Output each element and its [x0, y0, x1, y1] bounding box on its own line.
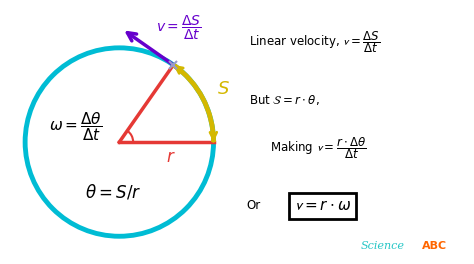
Text: Making $\mathcal{v} = \dfrac{r \cdot \Delta\theta}{\Delta t}$: Making $\mathcal{v} = \dfrac{r \cdot \De…: [270, 135, 366, 161]
Text: ABC: ABC: [422, 241, 447, 251]
Text: Science: Science: [360, 241, 404, 251]
Text: $\omega=\dfrac{\Delta\theta}{\Delta t}$: $\omega=\dfrac{\Delta\theta}{\Delta t}$: [49, 111, 102, 143]
Text: $S$: $S$: [217, 80, 230, 98]
Text: $v=\dfrac{\Delta S}{\Delta t}$: $v=\dfrac{\Delta S}{\Delta t}$: [156, 14, 202, 43]
Text: Or: Or: [246, 199, 261, 213]
Text: But $\mathcal{S} = r \cdot \theta,$: But $\mathcal{S} = r \cdot \theta,$: [249, 93, 319, 107]
Text: $\theta = S/r$: $\theta = S/r$: [85, 183, 141, 202]
Text: Linear velocity, $\mathcal{v} = \dfrac{\Delta S}{\Delta t}$: Linear velocity, $\mathcal{v} = \dfrac{\…: [249, 29, 380, 55]
Text: $\mathcal{v} = r \cdot \omega$: $\mathcal{v} = r \cdot \omega$: [294, 199, 351, 213]
Text: $r$: $r$: [166, 148, 176, 166]
